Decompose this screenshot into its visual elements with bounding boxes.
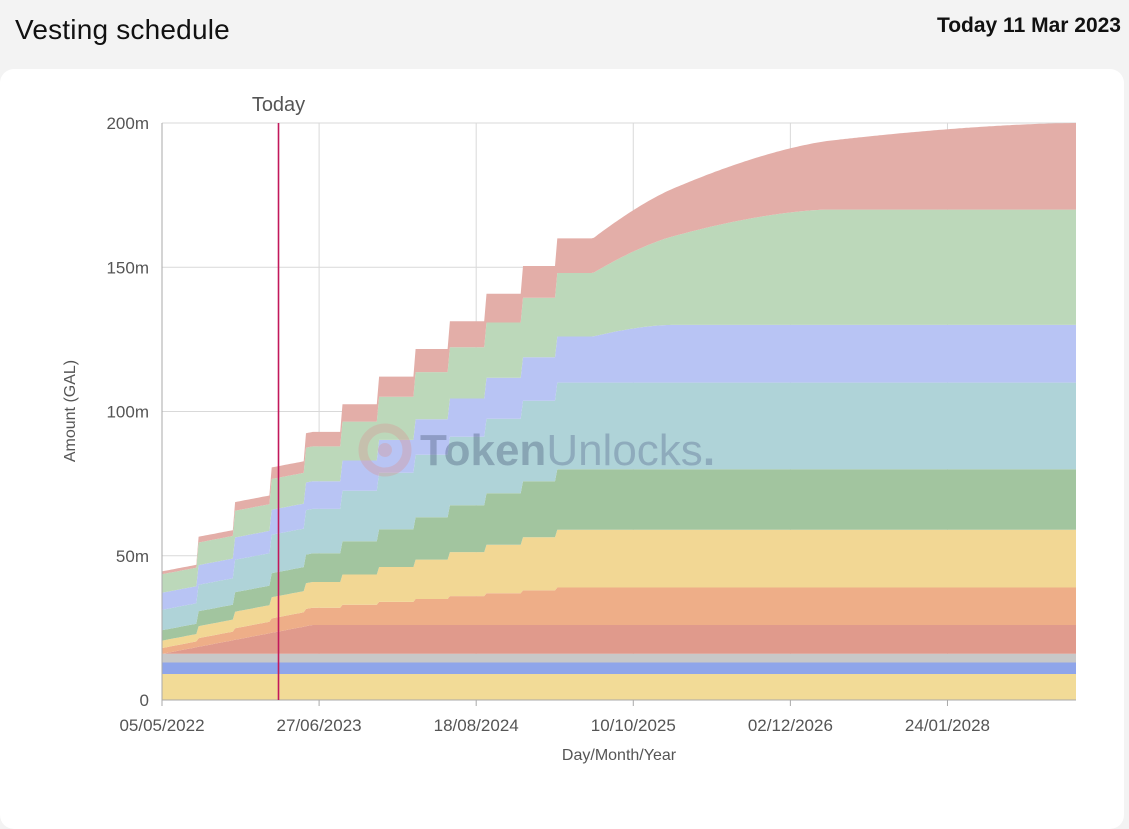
svg-text:TokenUnlocks.: TokenUnlocks.	[420, 426, 715, 475]
tokenunlocks-watermark: TokenUnlocks.	[358, 423, 715, 477]
x-axis-title: Day/Month/Year	[562, 747, 677, 764]
watermark-dot: .	[703, 426, 715, 475]
x-tick-label: 24/01/2028	[905, 716, 990, 735]
series-area-4	[162, 625, 1076, 654]
today-marker: Today	[252, 94, 305, 700]
x-tick-label: 27/06/2023	[277, 716, 362, 735]
series-area-10	[162, 209, 1076, 593]
watermark-unlocks-text: Unlocks	[546, 426, 703, 475]
watermark-logo-icon	[358, 423, 412, 477]
x-tick-label: 02/12/2026	[748, 716, 833, 735]
x-tick-label: 10/10/2025	[591, 716, 676, 735]
y-tick-label: 0	[140, 691, 149, 710]
series-area-3	[162, 653, 1076, 663]
today-marker-label: Today	[252, 94, 305, 116]
series-area-6	[162, 529, 1076, 649]
y-tick-label: 150m	[106, 258, 149, 277]
series-area-1	[162, 674, 1076, 700]
y-axis-title: Amount (GAL)	[62, 360, 79, 462]
series-area-8	[162, 382, 1076, 631]
axis-layer: 0 50m 100m 150m 200m 05/05/2022 27/06/2023 18/0…	[106, 114, 1076, 735]
series-area-2	[162, 662, 1076, 674]
x-tick-label: 18/08/2024	[434, 716, 519, 735]
watermark-token-text: Token	[420, 426, 546, 475]
y-tick-label: 50m	[116, 547, 149, 566]
series-area-9	[162, 324, 1076, 610]
watermark-logo-dot	[378, 443, 392, 457]
series-area-5	[162, 587, 1076, 654]
y-tick-label: 200m	[106, 114, 149, 133]
series-area-7	[162, 469, 1076, 641]
today-date-label: Today 11 Mar 2023	[936, 14, 1121, 37]
y-tick-label: 100m	[106, 403, 149, 422]
area-layer	[162, 123, 1076, 700]
series-area-11	[162, 123, 1076, 575]
x-tick-label: 05/05/2022	[119, 716, 204, 735]
page-title: Vesting schedule	[15, 14, 230, 45]
